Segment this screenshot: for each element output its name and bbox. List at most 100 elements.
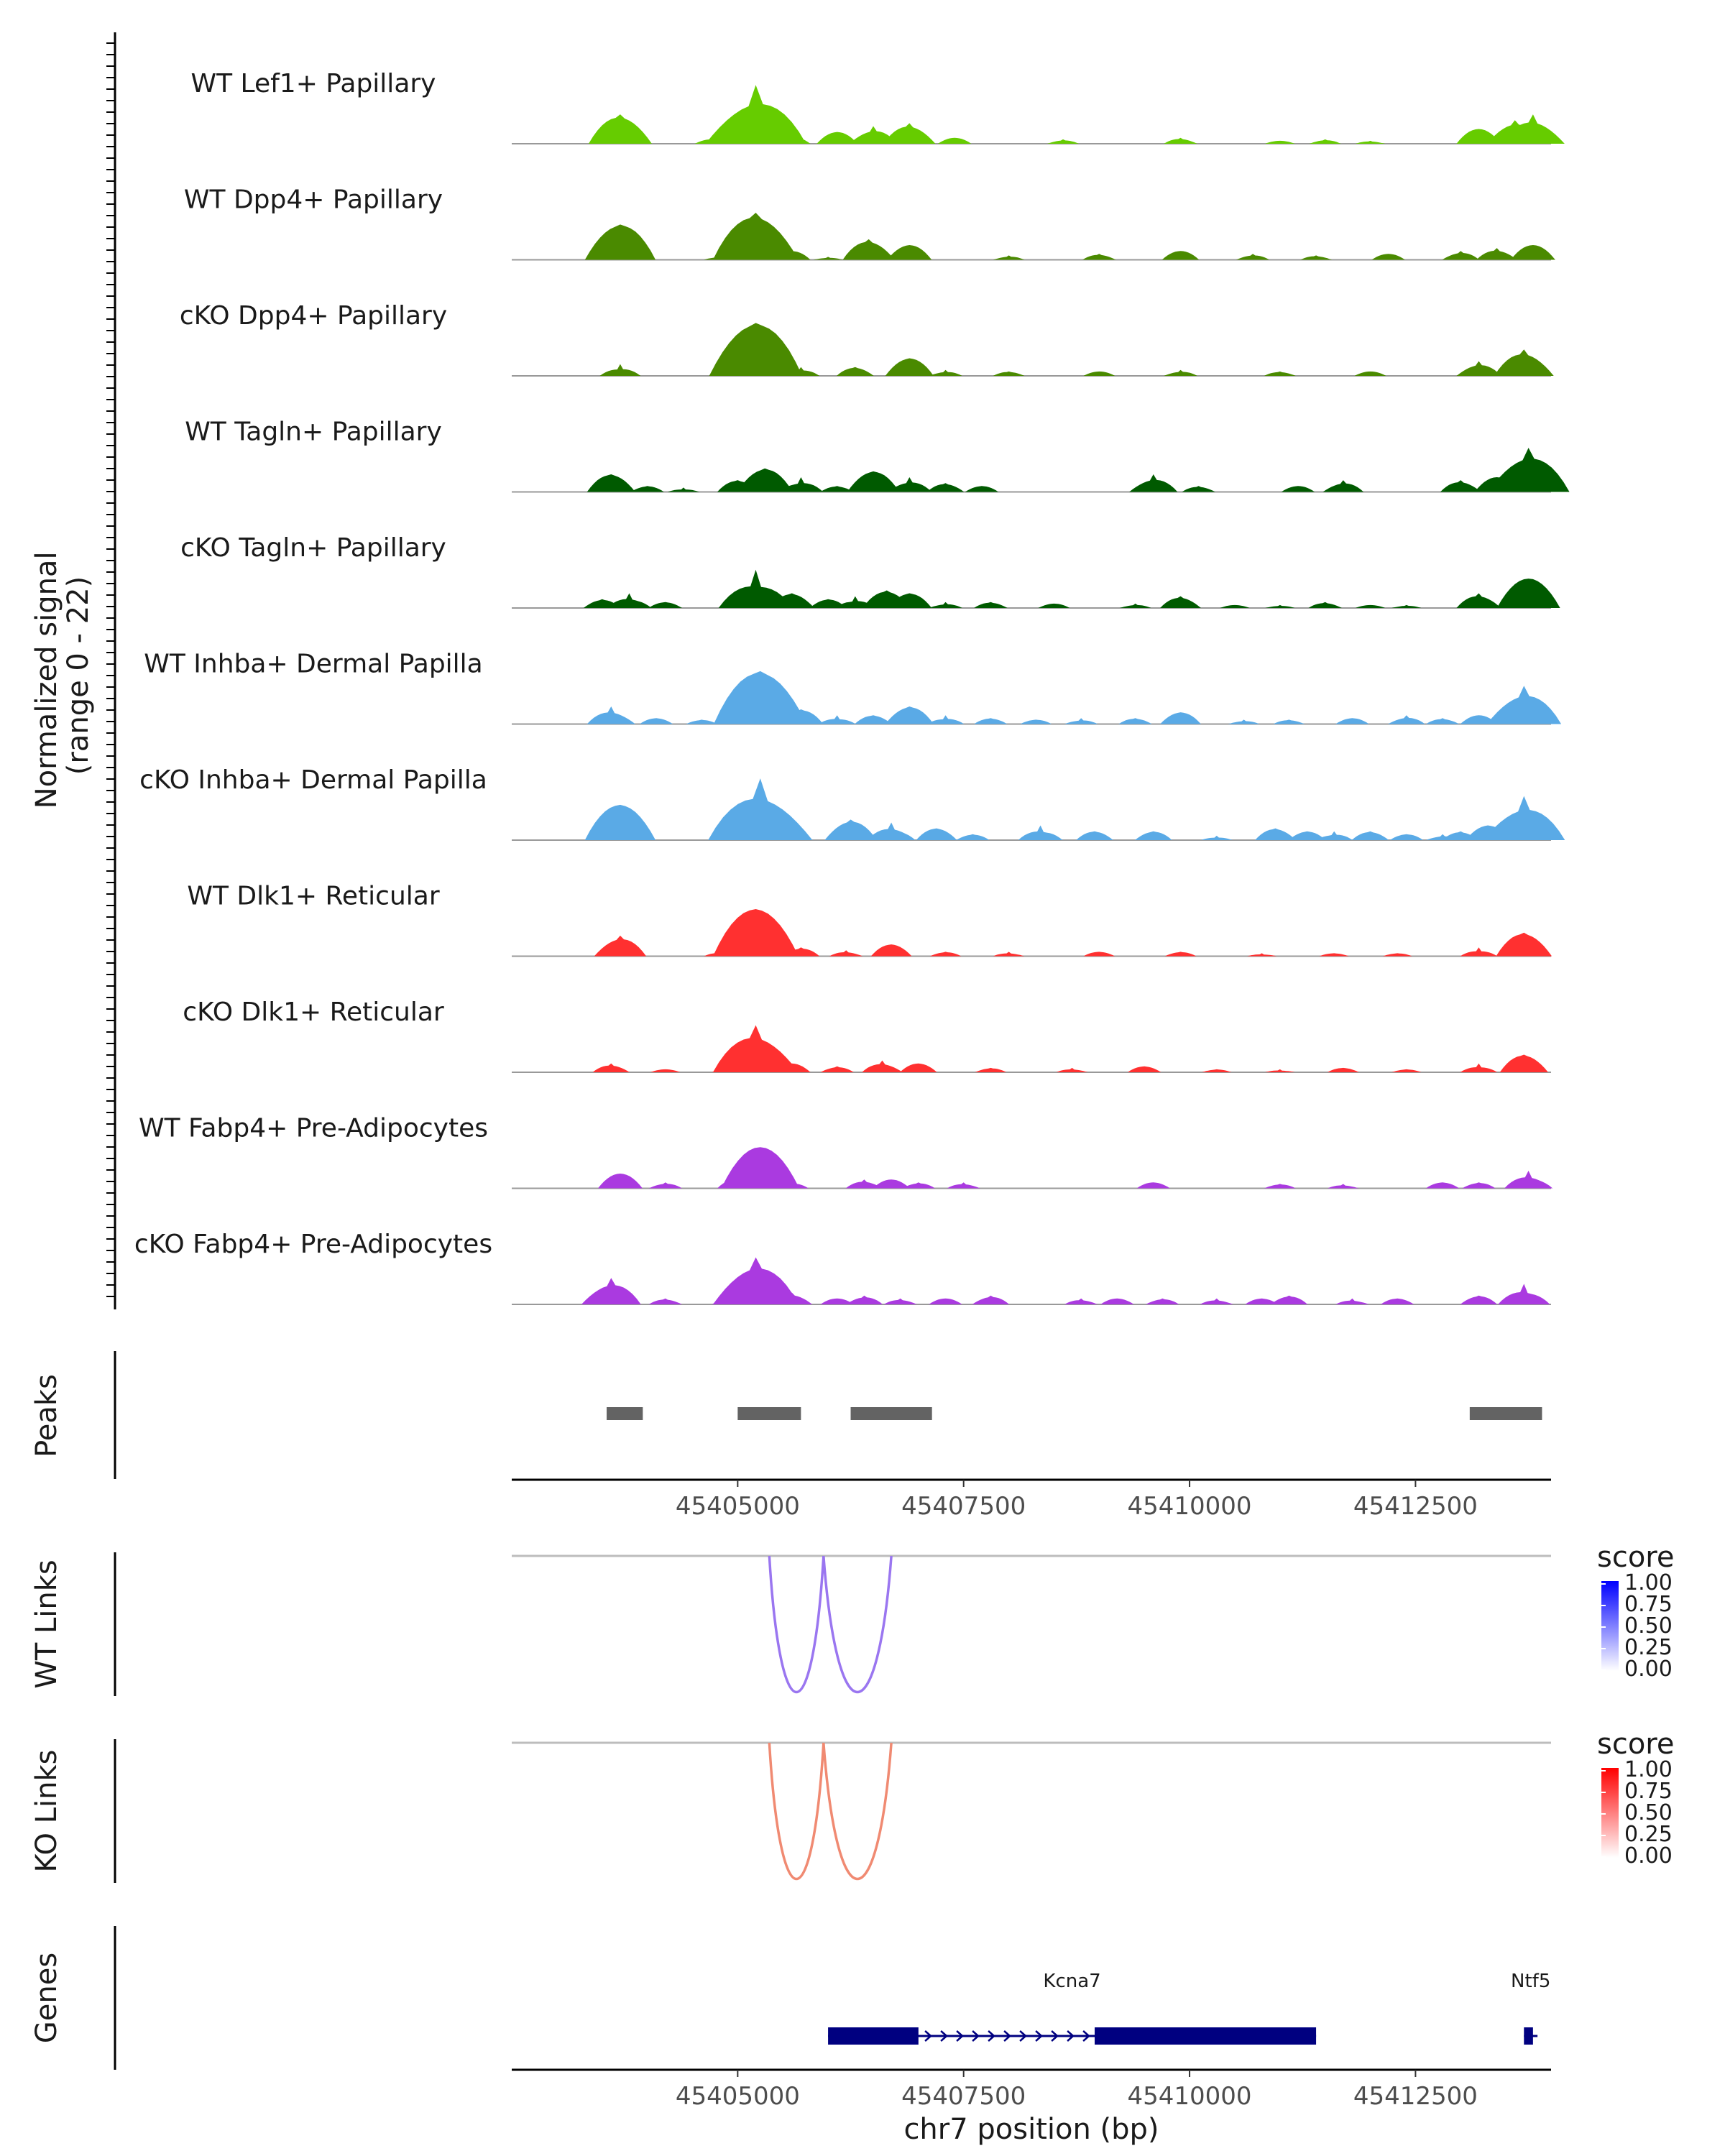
signal-peak — [1164, 137, 1197, 144]
y-axis-label-line2: (range 0 - 22) — [62, 576, 95, 775]
strand-chevron — [1019, 2030, 1027, 2042]
peak-region — [737, 1407, 801, 1420]
signal-peak — [926, 715, 965, 724]
signal-peak — [993, 371, 1025, 376]
signal-peak — [1504, 1171, 1553, 1189]
peaks-track — [607, 1407, 1542, 1420]
signal-peak — [1264, 1184, 1296, 1189]
signal-peak — [668, 487, 699, 492]
signal-peak — [816, 132, 858, 144]
signal-peak — [1056, 1067, 1088, 1072]
signal-peak — [771, 1292, 813, 1304]
legend-tick-label: 0.25 — [1624, 1635, 1673, 1660]
signal-peak — [849, 126, 898, 144]
signal-peak — [586, 706, 635, 724]
signal-peak — [847, 471, 900, 492]
signal-peak — [778, 709, 824, 724]
signal-peak — [1264, 371, 1296, 376]
legend-tick-label: 0.75 — [1624, 1592, 1673, 1617]
coverage-track-cko-fabp4-pre-adipocytes: cKO Fabp4+ Pre-Adipocytes — [134, 1230, 1551, 1305]
signal-peak — [1442, 251, 1480, 260]
signal-peak — [1392, 1069, 1422, 1072]
signal-peak — [714, 671, 807, 724]
signal-peak — [887, 477, 932, 492]
strand-chevron — [1082, 2030, 1090, 2042]
signal-peak — [1496, 579, 1560, 608]
coverage-track-wt-tagln-papillary: WT Tagln+ Papillary — [185, 418, 1570, 493]
signal-peak — [1456, 593, 1501, 608]
coverage-axis-ticks — [106, 42, 115, 1297]
x-tick-label: 45412500 — [1353, 2082, 1478, 2111]
signal-peak — [1146, 1298, 1179, 1304]
signal-peak — [887, 593, 932, 608]
signal-peak — [1265, 140, 1295, 144]
ko-links-track — [512, 1741, 1551, 1881]
link-arc — [768, 1742, 825, 1881]
coverage-track-wt-inhba-dermal-papilla: WT Inhba+ Dermal Papilla — [144, 650, 1562, 725]
signal-peak — [1047, 139, 1079, 144]
coverage-tracks: WT Lef1+ Papillary WT Dpp4+ Papillary cKO … — [134, 69, 1570, 1305]
signal-peak — [1476, 248, 1517, 260]
x-tick-label: 45412500 — [1353, 1492, 1478, 1521]
ko-links-track-label: KO Links — [30, 1750, 63, 1873]
signal-peak — [965, 486, 998, 492]
signal-peak — [1392, 604, 1422, 608]
gene-kcna7: Kcna7 — [828, 1971, 1317, 2045]
strand-chevron — [924, 2030, 932, 2042]
signal-peak — [824, 819, 877, 840]
signal-peak — [599, 364, 641, 376]
signal-peak — [775, 1182, 809, 1189]
legend-tick-label: 1.00 — [1624, 1570, 1673, 1595]
gene-ntf5: Ntf5 — [1511, 1971, 1550, 2045]
signal-peak — [845, 1295, 883, 1304]
signal-peak — [594, 935, 647, 957]
strand-chevron — [956, 2030, 964, 2042]
track-name-label: cKO Fabp4+ Pre-Adipocytes — [134, 1230, 492, 1259]
signal-peak — [947, 1182, 980, 1189]
signal-peak — [588, 114, 652, 144]
genes-track: Kcna7 Ntf5 — [828, 1971, 1550, 2045]
signal-peak — [809, 599, 847, 608]
signal-peak — [1273, 719, 1305, 724]
signal-peak — [929, 952, 962, 957]
strand-chevron — [1035, 2030, 1043, 2042]
signal-peak — [686, 719, 717, 724]
signal-peak — [581, 1278, 641, 1304]
signal-peak — [1160, 712, 1201, 724]
signal-peak — [1082, 254, 1116, 260]
gene-exon — [828, 2027, 919, 2045]
peak-region — [850, 1407, 932, 1420]
signal-peak — [1160, 596, 1201, 608]
signal-peak — [1456, 361, 1501, 376]
track-name-label: WT Fabp4+ Pre-Adipocytes — [139, 1114, 488, 1143]
signal-peak — [1200, 1298, 1233, 1304]
signal-peak — [1319, 953, 1349, 957]
signal-peak — [1288, 831, 1326, 840]
signal-peak — [1327, 1067, 1359, 1072]
signal-peak — [862, 1060, 903, 1072]
gene-exon — [1524, 2027, 1533, 2045]
signal-peak — [1228, 719, 1260, 724]
link-arc — [822, 1555, 893, 1694]
signal-peak — [718, 569, 794, 608]
signal-peak — [929, 369, 962, 376]
y-axis-label-line1: Normalized signal — [30, 551, 63, 808]
coverage-track-cko-dpp4-papillary: cKO Dpp4+ Papillary — [180, 301, 1554, 377]
signal-peak — [1355, 604, 1386, 608]
signal-peak — [929, 1298, 962, 1304]
signal-peak — [1501, 114, 1565, 144]
coverage-track-wt-lef1-papillary: WT Lef1+ Papillary — [191, 69, 1565, 144]
signal-peak — [709, 323, 803, 376]
signal-peak — [782, 367, 820, 376]
signal-peak — [1119, 603, 1151, 608]
coverage-track-wt-dpp4-papillary: WT Dpp4+ Papillary — [184, 185, 1555, 261]
signal-peak — [630, 486, 664, 492]
signal-peak — [867, 822, 916, 840]
legend-tick-label: 0.50 — [1624, 1800, 1673, 1825]
signal-peak — [887, 245, 932, 260]
signal-peak — [584, 804, 656, 840]
signal-peak — [1136, 1182, 1170, 1189]
signal-peak — [1255, 828, 1296, 840]
